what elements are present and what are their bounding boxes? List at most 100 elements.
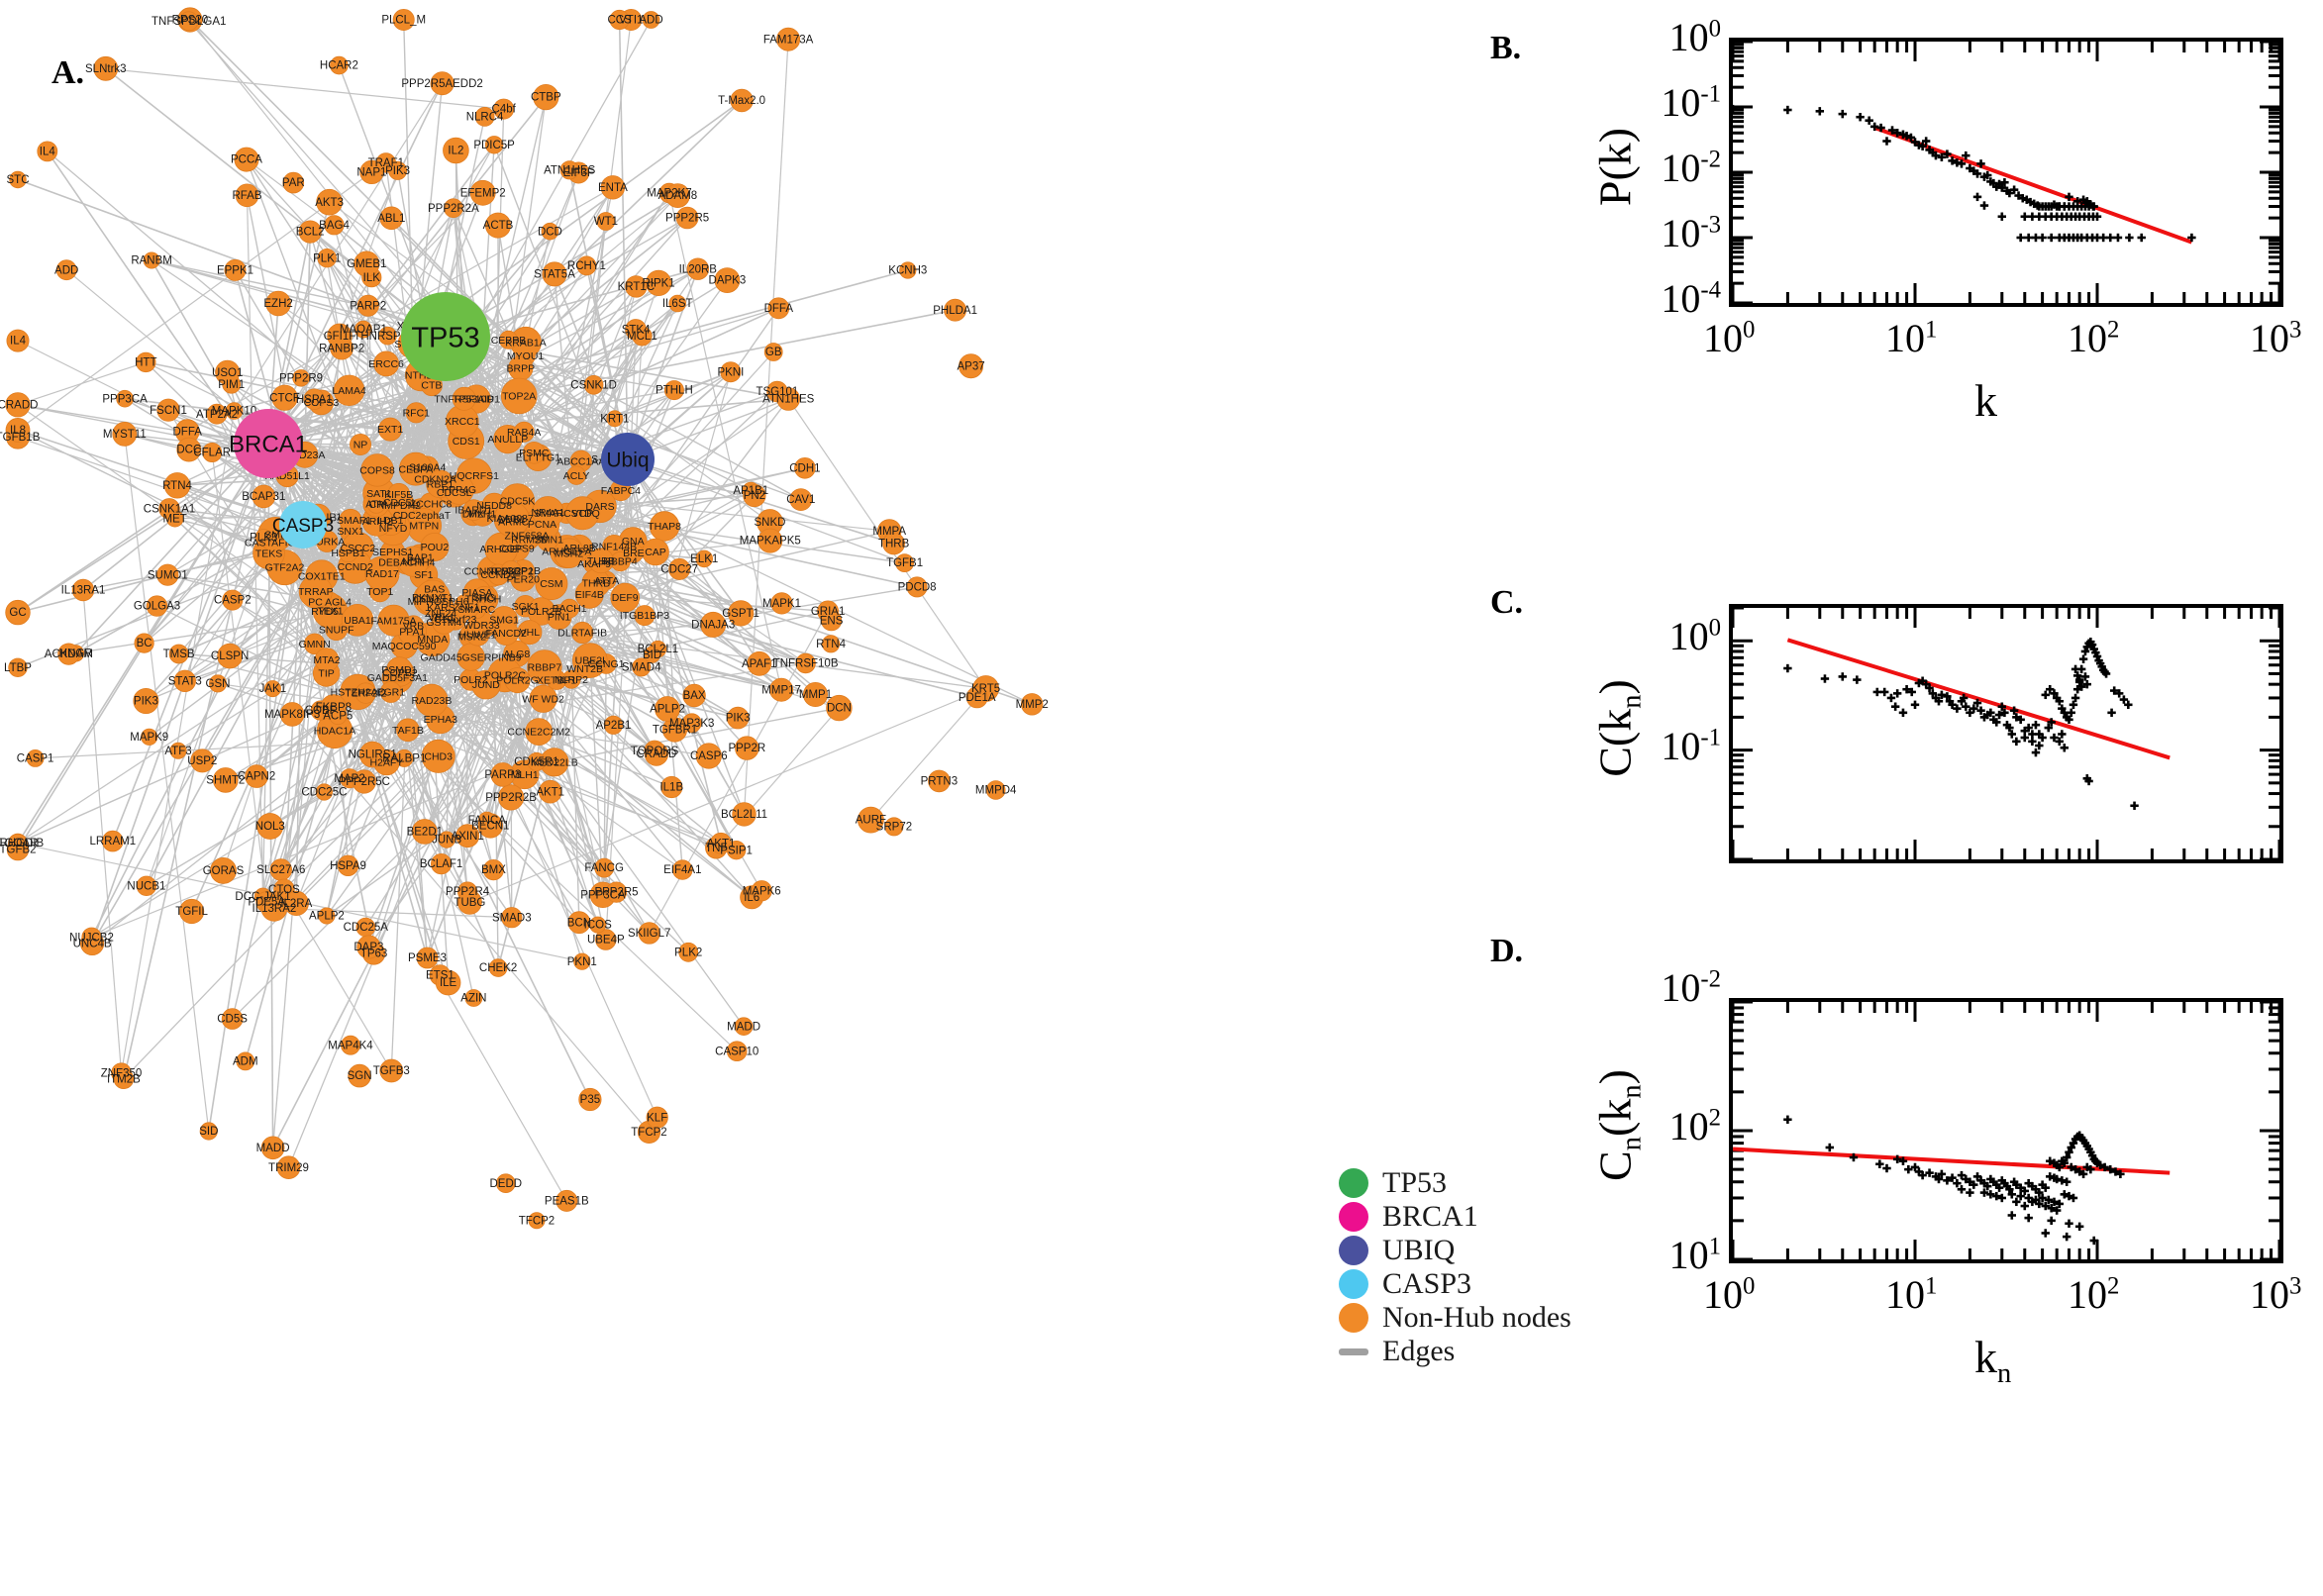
network-node[interactable]: [141, 728, 158, 746]
network-node[interactable]: [303, 388, 326, 410]
network-node[interactable]: [803, 682, 829, 708]
network-node[interactable]: [176, 437, 202, 462]
network-node[interactable]: [686, 257, 710, 280]
network-node[interactable]: [292, 369, 310, 387]
network-node[interactable]: [588, 548, 614, 574]
network-node[interactable]: [603, 715, 624, 735]
network-node[interactable]: [965, 686, 988, 709]
network-node[interactable]: [594, 857, 615, 878]
network-node[interactable]: [379, 1058, 404, 1083]
hub-node-casp3[interactable]: [279, 501, 327, 549]
network-node[interactable]: [377, 604, 410, 637]
network-node[interactable]: [156, 398, 180, 422]
network-node[interactable]: [474, 107, 495, 127]
network-node[interactable]: [396, 718, 420, 743]
network-node[interactable]: [116, 389, 134, 408]
network-node[interactable]: [373, 350, 400, 377]
network-node[interactable]: [199, 1122, 218, 1141]
network-node[interactable]: [169, 742, 187, 759]
network-node[interactable]: [767, 297, 790, 320]
network-node[interactable]: [625, 275, 648, 298]
network-node[interactable]: [624, 543, 644, 563]
network-node[interactable]: [695, 549, 713, 568]
network-node[interactable]: [202, 442, 223, 462]
network-node[interactable]: [327, 323, 353, 349]
network-node[interactable]: [265, 290, 291, 317]
network-node[interactable]: [256, 813, 284, 840]
network-node[interactable]: [398, 451, 433, 486]
network-node[interactable]: [378, 326, 397, 346]
network-node[interactable]: [695, 743, 722, 769]
network-node[interactable]: [668, 294, 686, 313]
network-node[interactable]: [488, 958, 508, 977]
network-node[interactable]: [559, 160, 579, 180]
network-node[interactable]: [260, 1136, 285, 1160]
hub-node-ubiq[interactable]: [601, 433, 655, 486]
network-node[interactable]: [254, 529, 272, 547]
network-node[interactable]: [527, 649, 562, 685]
network-node[interactable]: [776, 387, 800, 411]
network-node[interactable]: [456, 889, 482, 915]
network-node[interactable]: [455, 824, 480, 848]
network-node[interactable]: [605, 881, 628, 903]
network-node[interactable]: [5, 599, 31, 626]
network-node[interactable]: [6, 329, 30, 352]
network-node[interactable]: [484, 212, 511, 239]
network-node[interactable]: [747, 650, 772, 676]
network-node[interactable]: [513, 421, 535, 443]
network-node[interactable]: [282, 171, 305, 194]
network-node[interactable]: [263, 680, 281, 698]
network-node[interactable]: [304, 633, 326, 655]
network-node[interactable]: [566, 465, 586, 485]
network-node[interactable]: [610, 582, 640, 613]
network-node[interactable]: [1020, 693, 1044, 716]
network-node[interactable]: [236, 1051, 255, 1071]
network-graph[interactable]: ARL8BTAF1BGNAMAGIABCC1AADHXALG8RNF144BC1…: [0, 0, 1465, 1596]
network-node[interactable]: [469, 179, 496, 206]
hub-node-brca1[interactable]: [234, 409, 303, 478]
network-node[interactable]: [735, 736, 759, 760]
network-node[interactable]: [329, 706, 348, 726]
network-node[interactable]: [324, 215, 345, 236]
network-node[interactable]: [454, 593, 480, 620]
network-node[interactable]: [574, 579, 604, 609]
network-node[interactable]: [245, 764, 268, 788]
network-node[interactable]: [482, 858, 504, 881]
network-node[interactable]: [500, 560, 523, 582]
network-node[interactable]: [493, 501, 530, 538]
network-node[interactable]: [405, 402, 427, 424]
network-node[interactable]: [71, 578, 95, 602]
network-node[interactable]: [348, 1063, 371, 1088]
network-node[interactable]: [276, 1155, 301, 1179]
network-node[interactable]: [533, 84, 559, 111]
network-node[interactable]: [899, 261, 917, 279]
network-node[interactable]: [522, 441, 546, 464]
network-node[interactable]: [224, 258, 247, 281]
network-node[interactable]: [497, 784, 525, 811]
network-node[interactable]: [726, 706, 750, 730]
network-node[interactable]: [504, 667, 531, 694]
network-node[interactable]: [525, 718, 554, 746]
network-node[interactable]: [354, 320, 372, 339]
network-node[interactable]: [700, 611, 727, 638]
network-node[interactable]: [379, 681, 402, 703]
network-node[interactable]: [134, 633, 154, 653]
network-node[interactable]: [770, 592, 793, 615]
network-node[interactable]: [221, 1008, 244, 1030]
network-node[interactable]: [26, 749, 45, 767]
network-node[interactable]: [168, 644, 189, 664]
network-node[interactable]: [720, 361, 742, 383]
network-node[interactable]: [388, 160, 408, 180]
network-node[interactable]: [532, 496, 564, 529]
network-node[interactable]: [298, 220, 322, 244]
network-node[interactable]: [366, 494, 386, 514]
network-node[interactable]: [644, 646, 661, 663]
network-node[interactable]: [498, 330, 518, 349]
network-node[interactable]: [906, 576, 928, 598]
network-node[interactable]: [387, 482, 411, 506]
network-node[interactable]: [595, 929, 617, 950]
network-node[interactable]: [349, 433, 371, 455]
network-node[interactable]: [416, 947, 439, 969]
network-node[interactable]: [743, 483, 766, 508]
network-node[interactable]: [210, 857, 237, 884]
